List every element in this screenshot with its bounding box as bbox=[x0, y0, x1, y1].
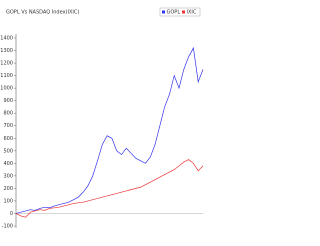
legend-swatch bbox=[182, 10, 185, 14]
line bbox=[15, 159, 204, 218]
y-tick-label: 1300 bbox=[0, 48, 13, 54]
legend-swatch bbox=[162, 10, 165, 14]
y-tick-label: 1400 bbox=[0, 36, 13, 42]
y-tick-label: 500 bbox=[3, 148, 13, 154]
y-tick-label: 700 bbox=[3, 123, 13, 129]
y-tick-label: 600 bbox=[3, 136, 13, 142]
legend-label: IXIC bbox=[187, 10, 197, 16]
y-tick-label: 400 bbox=[3, 161, 13, 167]
y-tick-label: 300 bbox=[3, 173, 13, 179]
chart: GOPL Vs NASDAQ Index(IXIC) -100 0 100 200 30… bbox=[0, 7, 204, 230]
chart-title: GOPL Vs NASDAQ Index(IXIC) bbox=[6, 10, 79, 16]
y-tick-label: 900 bbox=[3, 98, 13, 104]
y-tick-label: 1200 bbox=[0, 61, 13, 67]
y-tick-label: 800 bbox=[3, 111, 13, 117]
y-tick-label: 0 bbox=[10, 211, 13, 217]
y-tick-label: 1000 bbox=[0, 86, 13, 92]
legend-box bbox=[159, 7, 201, 17]
y-tick-label: 200 bbox=[3, 186, 13, 192]
legend-label: GOPL bbox=[167, 10, 181, 16]
line bbox=[15, 46, 204, 214]
y-tick-label: -100 bbox=[2, 224, 13, 230]
y-tick-label: 1100 bbox=[0, 73, 13, 79]
y-tick-label: 100 bbox=[3, 198, 13, 204]
